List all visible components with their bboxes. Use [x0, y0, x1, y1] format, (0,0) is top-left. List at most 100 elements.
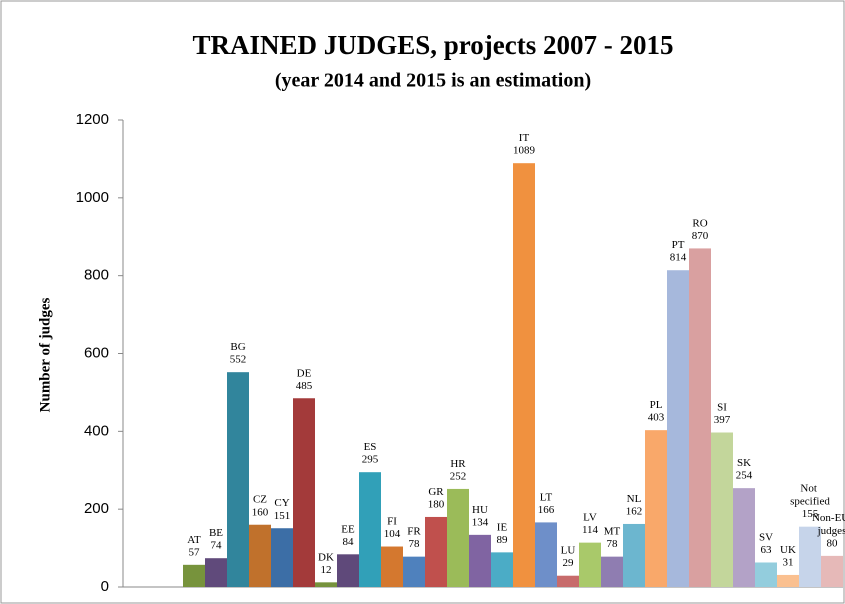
value-label: 180	[428, 498, 445, 510]
bar	[249, 524, 271, 587]
bar	[623, 523, 645, 587]
value-label: 403	[648, 412, 665, 424]
bar	[381, 546, 403, 587]
value-label: 397	[714, 414, 731, 426]
value-label: 78	[409, 538, 421, 550]
value-label: 114	[582, 524, 599, 536]
bar	[535, 522, 557, 587]
value-label: 162	[626, 505, 643, 517]
category-label: SK	[737, 457, 751, 469]
value-label: 254	[736, 470, 753, 482]
category-label: LU	[561, 544, 576, 556]
value-label: 155	[802, 508, 819, 520]
category-label: IE	[497, 521, 508, 533]
value-label: 89	[497, 534, 509, 546]
bar	[821, 555, 843, 587]
category-label: HU	[472, 503, 488, 515]
category-label: SI	[717, 401, 727, 413]
bar	[469, 534, 491, 587]
bar	[271, 528, 293, 587]
category-label: DE	[297, 367, 312, 379]
category-label: LT	[540, 491, 553, 503]
bar	[579, 542, 601, 587]
value-label: 552	[230, 354, 247, 366]
category-label: SV	[759, 531, 773, 543]
category-label: BE	[209, 527, 223, 539]
bar	[183, 564, 205, 587]
category-label: AT	[187, 533, 201, 545]
value-label: 80	[827, 537, 839, 549]
bar	[337, 554, 359, 587]
bar	[447, 488, 469, 587]
bar	[403, 556, 425, 587]
value-label: 63	[761, 544, 773, 556]
category-label: DK	[318, 551, 334, 563]
category-label: CZ	[253, 493, 267, 505]
y-tick-label: 400	[84, 422, 109, 439]
value-label: 485	[296, 380, 313, 392]
value-label: 166	[538, 504, 555, 516]
category-label: IT	[519, 132, 530, 144]
value-label: 1089	[513, 145, 536, 157]
y-tick-label: 800	[84, 267, 109, 284]
value-label: 870	[692, 230, 709, 242]
bar	[205, 558, 227, 587]
bar	[293, 398, 315, 587]
value-label: 104	[384, 528, 401, 540]
bar	[491, 552, 513, 587]
category-label: MT	[604, 525, 621, 537]
bar	[645, 430, 667, 587]
value-label: 29	[563, 557, 575, 569]
category-label: ES	[364, 441, 377, 453]
value-label: 78	[607, 538, 619, 550]
y-tick-label: 600	[84, 344, 109, 361]
category-label: FR	[407, 525, 421, 537]
category-label: CY	[274, 497, 289, 509]
y-tick-label: 200	[84, 500, 109, 517]
bar	[315, 582, 337, 587]
bar	[755, 562, 777, 587]
value-label: 74	[211, 540, 223, 552]
bar	[711, 432, 733, 587]
bar	[799, 526, 821, 587]
y-tick-label: 0	[101, 578, 109, 595]
bar	[667, 270, 689, 587]
y-tick-label: 1200	[76, 111, 109, 128]
bar	[689, 248, 711, 588]
value-label: 12	[321, 564, 332, 576]
bar	[557, 575, 579, 587]
value-label: 57	[189, 546, 201, 558]
category-label: NL	[627, 492, 642, 504]
value-label: 134	[472, 516, 489, 528]
category-label: HR	[450, 457, 466, 469]
y-tick-label: 1000	[76, 189, 109, 206]
category-label: PT	[672, 239, 685, 251]
category-label: UK	[780, 543, 796, 555]
bar	[733, 488, 755, 587]
value-label: 84	[343, 536, 355, 548]
bar	[359, 472, 381, 587]
category-label: BG	[230, 341, 245, 353]
bar	[425, 516, 447, 587]
chart-title: TRAINED JUDGES, projects 2007 - 2015	[192, 30, 673, 60]
value-label: 160	[252, 506, 269, 518]
value-label: 31	[783, 556, 794, 568]
value-label: 295	[362, 454, 379, 466]
y-axis-label: Number of judges	[37, 297, 53, 412]
bar	[513, 163, 535, 587]
value-label: 814	[670, 252, 687, 264]
value-label: 151	[274, 510, 291, 522]
chart-subtitle: (year 2014 and 2015 is an estimation)	[275, 70, 591, 92]
category-label: GR	[428, 485, 444, 497]
category-label: Non-EU judges	[812, 511, 845, 536]
value-label: 252	[450, 470, 467, 482]
category-label: PL	[650, 399, 663, 411]
bar	[777, 574, 799, 587]
category-label: EE	[341, 523, 355, 535]
bar	[601, 556, 623, 587]
category-label: LV	[583, 511, 597, 523]
category-label: Not specified	[790, 482, 830, 507]
bar	[227, 372, 249, 587]
category-label: FI	[387, 515, 397, 527]
